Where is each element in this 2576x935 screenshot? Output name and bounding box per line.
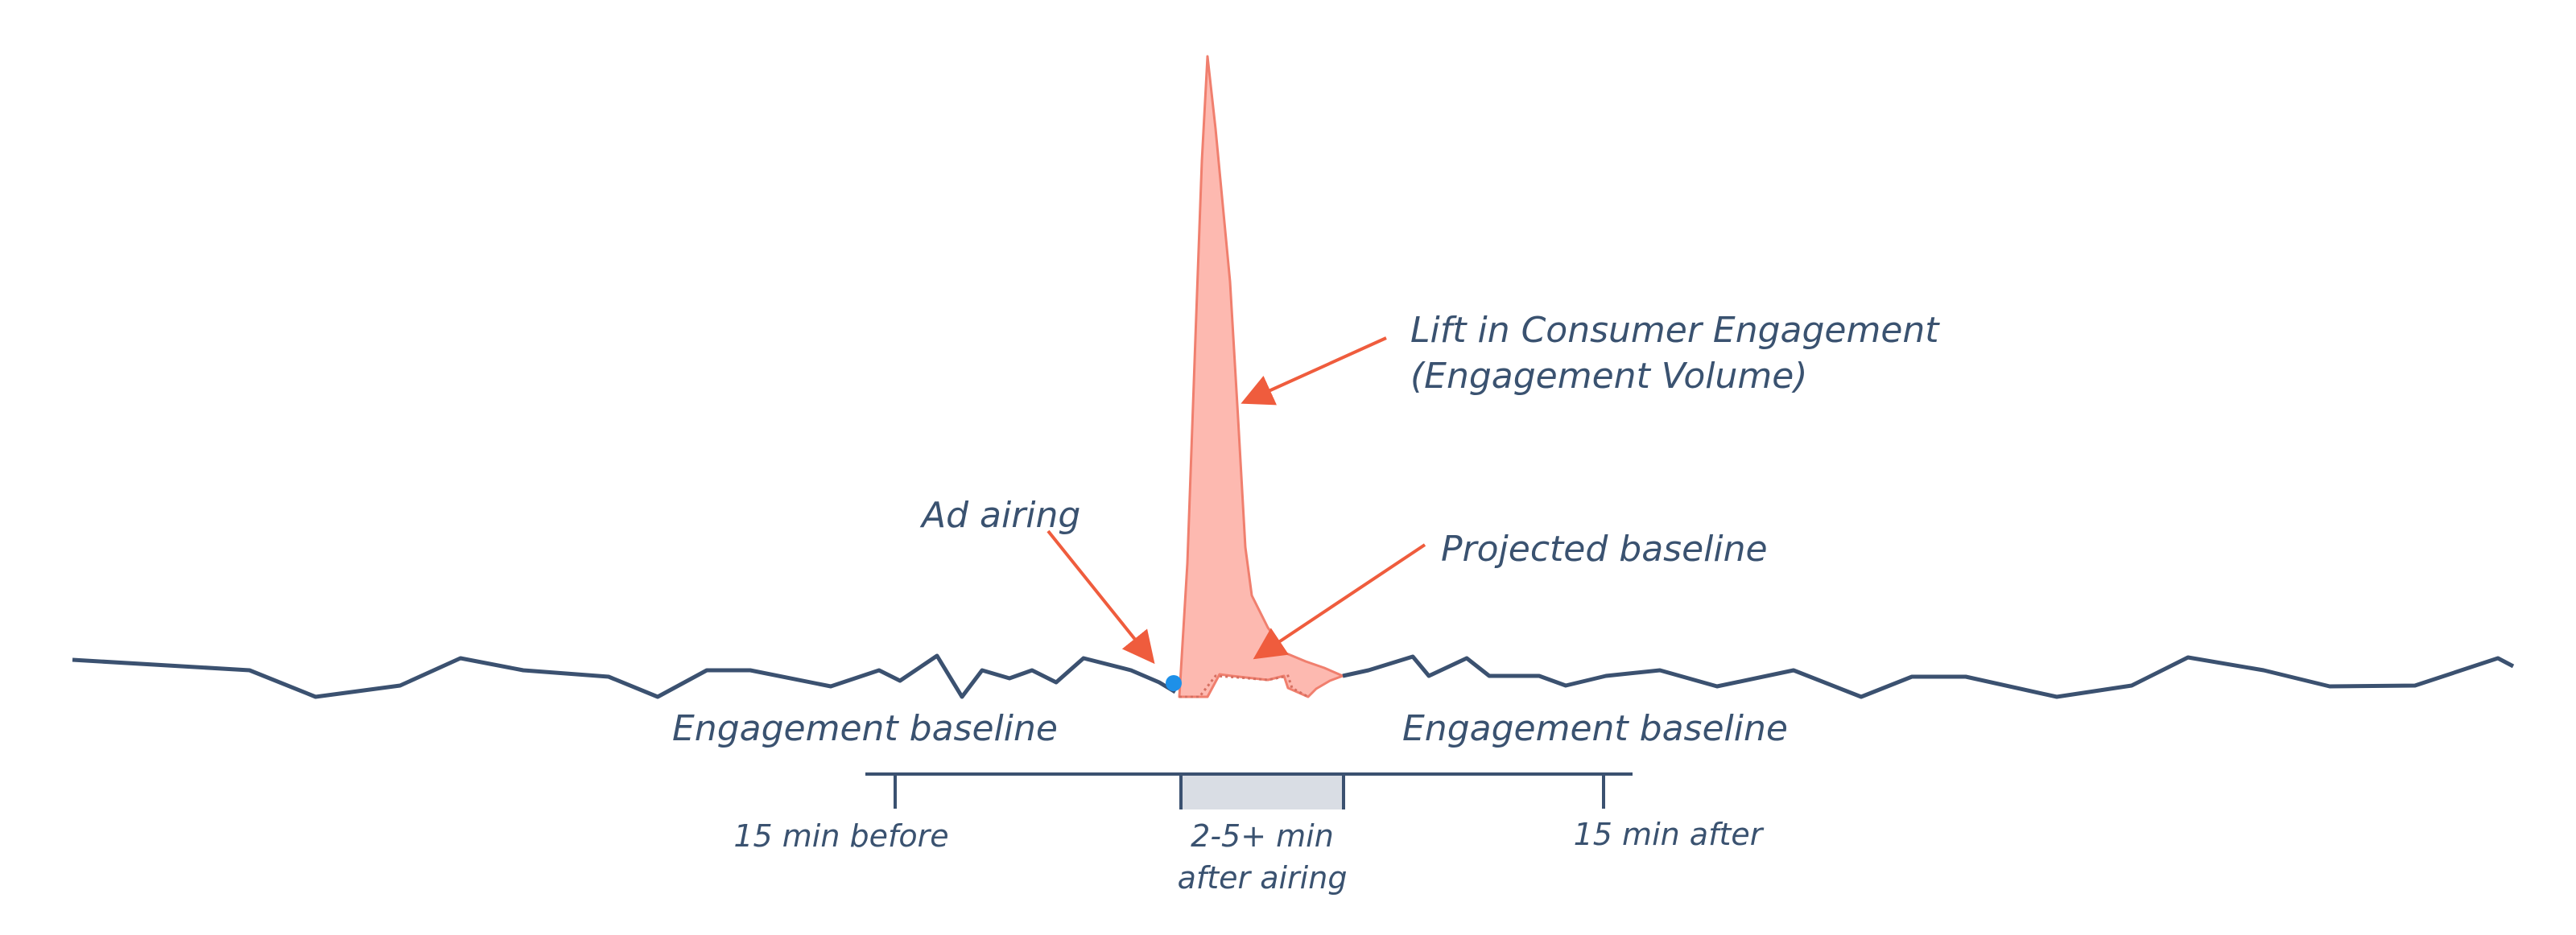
timeline-window-label-line2: after airing (1178, 860, 1348, 896)
lift-label-line2: (Engagement Volume) (1410, 356, 1807, 397)
ad-airing-label: Ad airing (919, 495, 1080, 536)
timeline-before-label: 15 min before (733, 818, 948, 854)
lift-arrow (1241, 336, 1387, 406)
engagement-baseline-label-left: Engagement baseline (672, 708, 1058, 749)
lift-label-line1: Lift in Consumer Engagement (1410, 310, 1940, 351)
ad-airing-arrow (1046, 529, 1155, 665)
lift-area (1178, 55, 1344, 698)
engagement-baseline-line-right (1342, 654, 2515, 699)
projected-baseline-line (1179, 674, 1309, 698)
ad-airing-dot (1166, 675, 1182, 691)
post-airing-window (1181, 774, 1344, 809)
engagement-baseline-line-left (72, 653, 1177, 699)
timeline-window-label-line1: 2-5+ min (1191, 818, 1334, 854)
engagement-baseline-label-right: Engagement baseline (1402, 708, 1788, 749)
projected-baseline-label: Projected baseline (1441, 529, 1768, 570)
timeline-after-label: 15 min after (1574, 817, 1765, 852)
projected-baseline-arrow (1253, 543, 1426, 660)
